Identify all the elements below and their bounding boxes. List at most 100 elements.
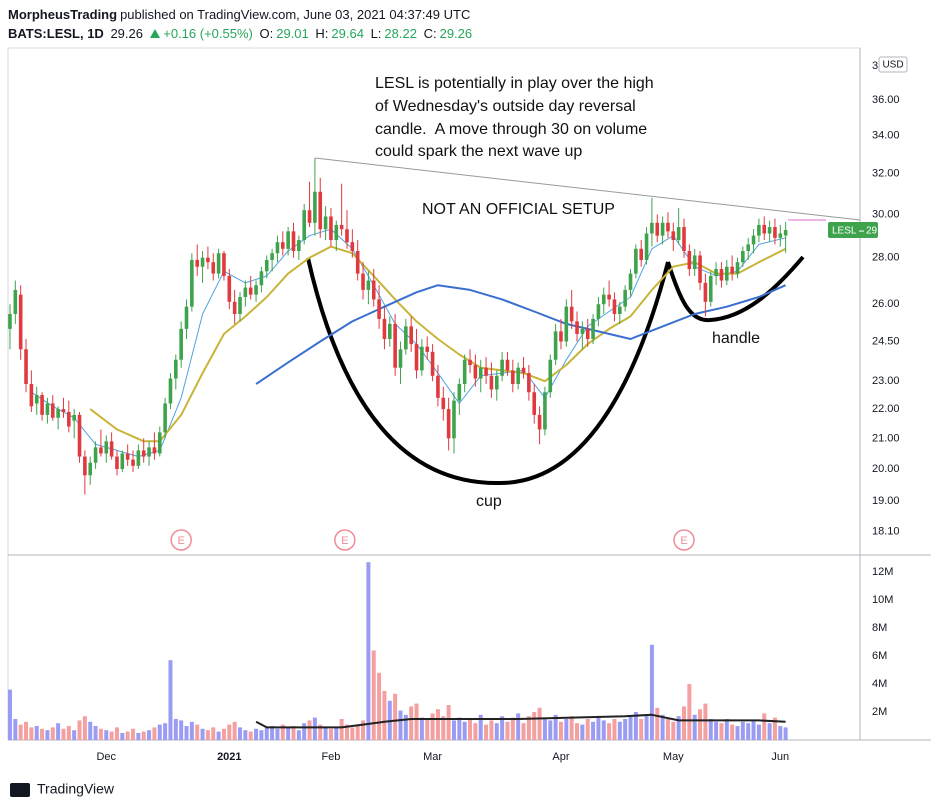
candle-body — [286, 231, 290, 249]
candle-body — [543, 392, 547, 430]
volume-bar — [708, 719, 713, 740]
volume-bar — [639, 719, 644, 740]
candle-body — [216, 253, 221, 274]
volume-bar — [131, 728, 136, 740]
volume-bar — [307, 720, 312, 740]
volume-bar — [703, 703, 708, 740]
volume-bar — [772, 717, 777, 740]
volume-bar — [66, 726, 71, 740]
candle-body — [163, 403, 167, 433]
volume-bar — [548, 720, 553, 740]
candle-body — [516, 367, 520, 384]
candle-body — [254, 285, 258, 295]
candle-body — [585, 328, 590, 339]
candle-body — [297, 240, 301, 251]
y-tick-label: 21.00 — [872, 432, 900, 444]
volume-bar — [29, 727, 34, 740]
candle-body — [345, 229, 349, 243]
candle-body — [24, 349, 28, 384]
candle-body — [698, 255, 702, 283]
volume-bar — [7, 689, 12, 740]
candle-body — [270, 253, 274, 260]
candle-body — [361, 273, 365, 290]
y-tick-label: 19.00 — [872, 495, 900, 507]
candle-body — [548, 359, 553, 393]
volume-bar — [147, 730, 152, 740]
volume-bar — [484, 724, 489, 740]
candle-body — [778, 233, 783, 238]
candle-body — [72, 414, 76, 421]
candle-body — [446, 409, 451, 439]
candle-body — [8, 313, 12, 329]
candle-body — [773, 227, 777, 238]
candle-body — [115, 456, 119, 469]
candle-body — [468, 359, 472, 366]
candle-body — [195, 259, 200, 267]
candle-body — [243, 287, 248, 298]
volume-bar — [179, 720, 184, 740]
price-label-value: 29.26 — [866, 226, 891, 237]
candle-body — [302, 210, 306, 241]
volume-bar — [740, 721, 745, 740]
volume-bar — [13, 719, 18, 740]
y-tick-label: 28.00 — [872, 252, 900, 264]
candle-body — [430, 351, 435, 376]
candle-body — [238, 297, 242, 314]
candle-body — [708, 275, 713, 302]
volume-bar — [660, 714, 665, 740]
candle-body — [494, 375, 499, 390]
volume-bar — [601, 720, 606, 740]
volume-bar — [730, 724, 735, 740]
candle-body — [634, 248, 638, 274]
volume-bar — [173, 719, 178, 740]
published: published on TradingView.com, June 03, 2… — [120, 7, 471, 22]
x-tick-label: Mar — [423, 751, 442, 763]
y-tick-label: 36.00 — [872, 94, 900, 106]
candle-body — [783, 230, 788, 236]
candle-body — [687, 250, 692, 270]
y-tick-label: 26.00 — [872, 298, 900, 310]
candle-body — [136, 450, 141, 466]
volume-bar — [344, 724, 349, 740]
volume-bar — [189, 721, 194, 740]
volume-bar — [649, 644, 654, 740]
volume-bar — [371, 650, 376, 740]
candle-body — [50, 403, 55, 418]
publish-line: MorpheusTrading published on TradingView.… — [8, 5, 475, 24]
candle-body — [751, 235, 756, 245]
candle-body — [553, 331, 558, 360]
y-tick-label: 24.50 — [872, 335, 900, 347]
candle-body — [382, 318, 387, 339]
setup-note: NOT AN OFFICIAL SETUP — [422, 201, 615, 218]
h-value: 29.64 — [331, 26, 364, 41]
volume-bar — [232, 721, 237, 740]
volume-bar — [468, 719, 473, 740]
candle-body — [730, 266, 734, 274]
moving-average — [89, 245, 787, 443]
candle-body — [18, 294, 23, 350]
candle-body — [211, 262, 216, 274]
candle-body — [318, 191, 323, 230]
candle-body — [666, 222, 670, 232]
volume-bar — [296, 730, 301, 740]
candle-body — [650, 222, 654, 234]
candle-body — [484, 367, 488, 376]
earnings-marker — [334, 529, 356, 551]
volume-bar — [521, 723, 526, 740]
volume-bar — [510, 717, 515, 740]
y-tick-label: 22.00 — [872, 403, 900, 415]
volume-bar — [682, 706, 687, 740]
candle-body — [414, 344, 419, 371]
l-label: L: — [370, 26, 382, 41]
volume-bar — [216, 731, 221, 740]
candle-body — [767, 227, 772, 234]
volume-bar — [163, 723, 168, 740]
candle-body — [393, 323, 397, 368]
volume-bar — [724, 719, 729, 740]
candle-body — [436, 375, 440, 398]
volume-bar — [409, 706, 414, 740]
candle-body — [746, 244, 750, 251]
footer: TradingView — [10, 781, 115, 797]
volume-bar — [425, 719, 430, 740]
candle-body — [259, 271, 264, 286]
